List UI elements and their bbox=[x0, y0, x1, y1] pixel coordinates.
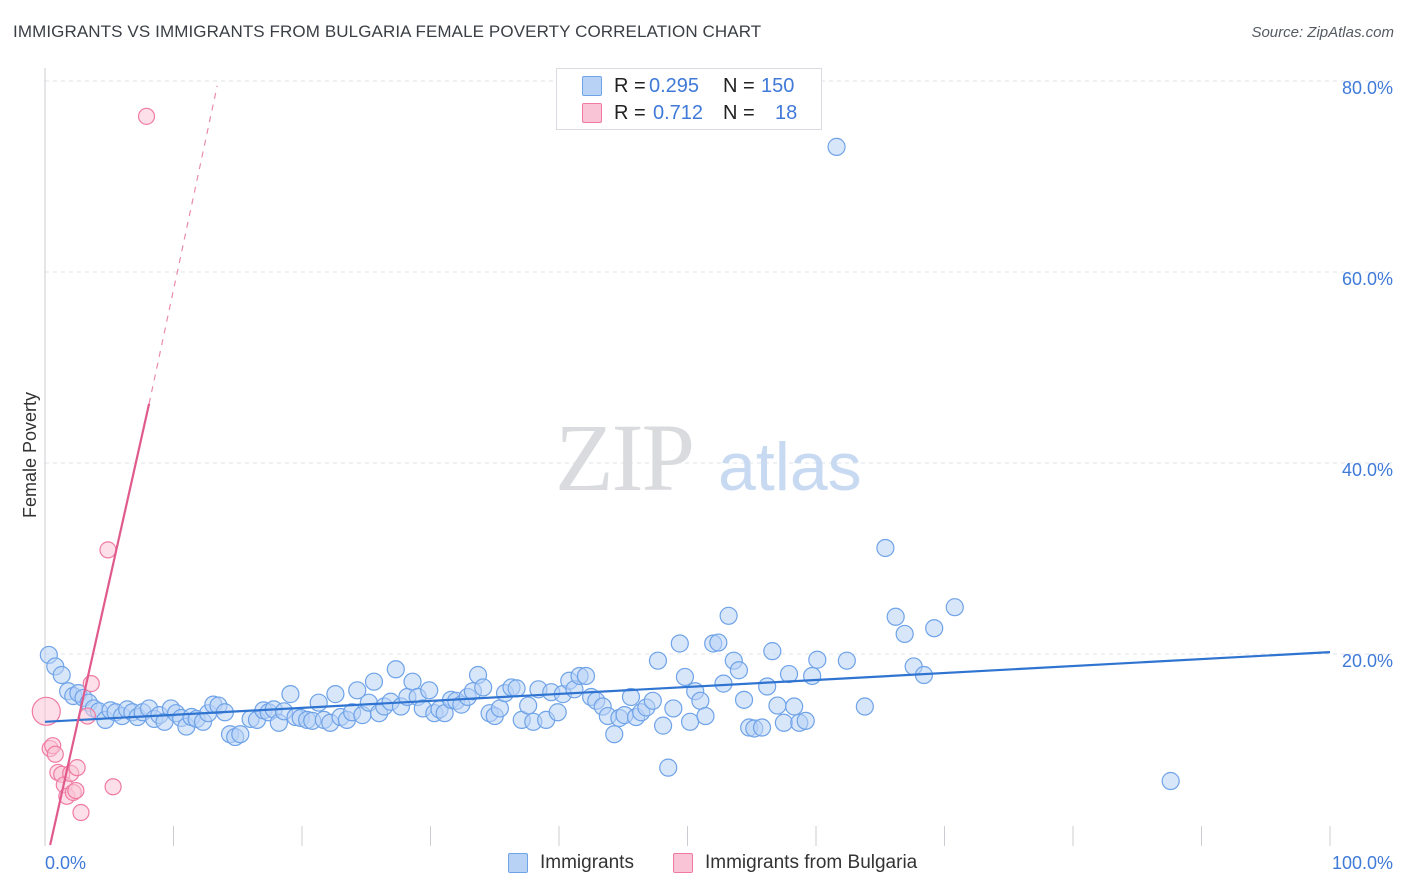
immigrants-point bbox=[52, 665, 71, 685]
bulgaria-trend-line bbox=[49, 403, 151, 846]
immigrants-point bbox=[231, 725, 250, 744]
immigrants-point bbox=[691, 691, 710, 710]
legend-n-value: 150 bbox=[761, 75, 795, 97]
trend-lines bbox=[44, 85, 1331, 846]
immigrants-point bbox=[895, 624, 914, 644]
legend-r-value: 0.712 bbox=[653, 102, 704, 124]
immigrants-point bbox=[364, 672, 384, 691]
bulgaria-point bbox=[104, 778, 122, 796]
immigrants-point bbox=[837, 651, 856, 670]
immigrants-point bbox=[326, 685, 345, 704]
immigrants-point bbox=[808, 650, 827, 669]
immigrants-point bbox=[548, 703, 567, 722]
immigrants-point bbox=[709, 633, 728, 652]
immigrants-point bbox=[768, 696, 787, 715]
immigrants-point bbox=[659, 758, 678, 777]
watermark: ZIP atlas bbox=[555, 404, 862, 511]
immigrants-point bbox=[474, 678, 493, 697]
legend-row-bulgaria: R = 0.712 N = 18 bbox=[557, 100, 821, 126]
immigrants-point bbox=[490, 699, 509, 718]
immigrants-point bbox=[763, 642, 782, 661]
immigrants-point bbox=[734, 690, 754, 709]
correlation-legend: R = 0.295 N = 150 R = 0.712 N = 18 bbox=[556, 68, 822, 130]
bottom-legend-label: Immigrants from Bulgaria bbox=[705, 852, 918, 873]
grid-layer bbox=[45, 80, 1392, 655]
immigrants-point bbox=[403, 672, 422, 691]
legend-r-value: 0.295 bbox=[649, 75, 700, 97]
legend-r-label: R = bbox=[614, 102, 646, 124]
y-axis-label: Female Poverty bbox=[20, 392, 40, 518]
immigrants-point bbox=[752, 718, 772, 737]
bottom-legend-label: Immigrants bbox=[540, 852, 634, 873]
bulgaria-point bbox=[99, 541, 117, 559]
immigrants-point bbox=[803, 666, 822, 686]
immigrants-point bbox=[670, 634, 689, 653]
immigrants-point bbox=[648, 651, 668, 670]
axis-layer: 20.0% 40.0% 60.0% 80.0% 0.0% 100.0% bbox=[44, 68, 1393, 873]
immigrants-point bbox=[386, 660, 405, 679]
immigrants-point bbox=[664, 699, 683, 718]
immigrants-trend-line bbox=[44, 650, 1331, 723]
bulgaria-trend-extension bbox=[148, 85, 218, 404]
x-tick-label: 0.0% bbox=[45, 853, 86, 873]
legend-row-immigrants: R = 0.295 N = 150 bbox=[557, 73, 821, 99]
immigrants-point bbox=[945, 598, 964, 617]
immigrants-point bbox=[576, 666, 596, 686]
immigrants-point bbox=[675, 667, 695, 687]
immigrants-point bbox=[348, 681, 367, 700]
immigrants-point bbox=[519, 696, 538, 715]
immigrants-point bbox=[719, 606, 738, 625]
immigrants-point bbox=[653, 716, 673, 735]
y-tick-label: 40.0% bbox=[1342, 460, 1393, 480]
legend-n-value: 18 bbox=[775, 102, 798, 124]
bulgaria-point bbox=[31, 696, 61, 726]
watermark-atlas: atlas bbox=[718, 429, 862, 505]
immigrants-point bbox=[420, 681, 439, 700]
source-label: Source: ZipAtlas.com bbox=[1251, 24, 1394, 41]
y-tick-label: 60.0% bbox=[1342, 269, 1393, 289]
x-tick-label: 100.0% bbox=[1332, 853, 1393, 873]
immigrants-point bbox=[281, 685, 300, 704]
bulgaria-point bbox=[72, 803, 90, 822]
immigrants-point bbox=[1161, 771, 1180, 791]
immigrants-point bbox=[729, 661, 749, 680]
legend-r-label: R = bbox=[614, 75, 646, 97]
bulgaria-point bbox=[46, 745, 64, 763]
legend-swatch-pink bbox=[582, 103, 602, 123]
bulgaria-point bbox=[137, 107, 156, 125]
immigrants-point bbox=[680, 712, 700, 731]
immigrants-point bbox=[696, 706, 715, 726]
immigrants-point bbox=[925, 619, 944, 638]
legend-n-label: N = bbox=[723, 75, 755, 97]
watermark-zip: ZIP bbox=[555, 404, 693, 511]
bottom-legend-swatch-pink bbox=[673, 853, 693, 873]
legend-swatch-blue bbox=[582, 76, 602, 96]
bulgaria-point bbox=[68, 759, 86, 777]
immigrants-point bbox=[855, 697, 874, 716]
bulgaria-point bbox=[78, 707, 97, 725]
chart-title: IMMIGRANTS VS IMMIGRANTS FROM BULGARIA F… bbox=[13, 22, 762, 41]
immigrants-point bbox=[779, 664, 799, 684]
immigrants-point bbox=[507, 679, 526, 698]
immigrants-point bbox=[886, 607, 905, 626]
immigrants-point bbox=[796, 711, 815, 730]
immigrants-point bbox=[876, 538, 895, 558]
legend-n-label: N = bbox=[723, 102, 755, 124]
immigrants-point bbox=[643, 691, 662, 710]
immigrants-point bbox=[309, 693, 328, 712]
immigrants-point bbox=[605, 725, 624, 744]
immigrants-point bbox=[827, 137, 846, 156]
bottom-legend-swatch-blue bbox=[508, 853, 528, 873]
y-tick-label: 20.0% bbox=[1342, 651, 1393, 671]
bulgaria-point bbox=[67, 781, 85, 800]
immigrants-point bbox=[774, 713, 793, 732]
immigrants-point bbox=[758, 677, 777, 696]
immigrants-point bbox=[621, 687, 641, 707]
y-tick-label: 80.0% bbox=[1342, 78, 1393, 98]
immigrants-point bbox=[785, 697, 804, 716]
